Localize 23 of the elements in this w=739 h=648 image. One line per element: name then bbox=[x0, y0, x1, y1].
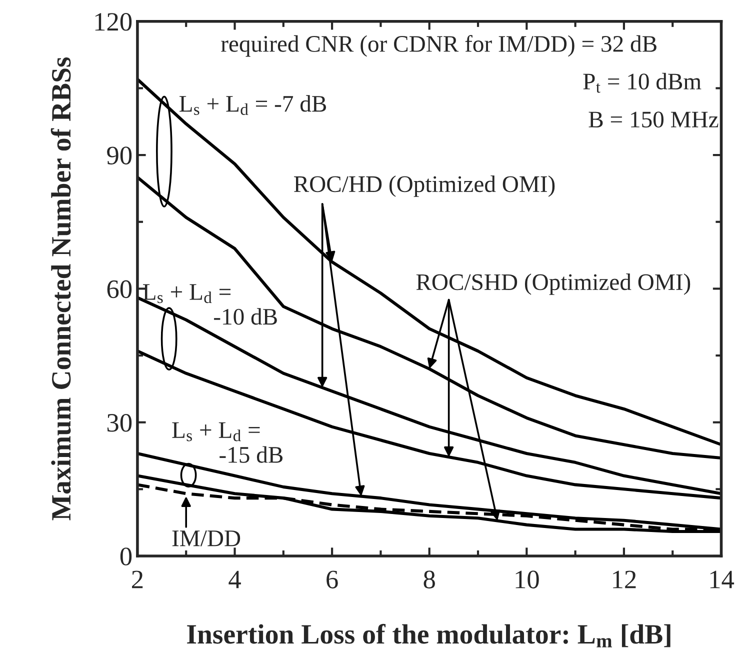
x-tick-label: 4 bbox=[228, 570, 241, 588]
x-tick-label: 8 bbox=[424, 570, 435, 588]
y-tick-label: 60 bbox=[107, 280, 132, 298]
annotation: ROC/SHD (Optimized OMI) bbox=[416, 274, 690, 295]
x-tick-label: 12 bbox=[613, 570, 636, 588]
y-tick-label: 0 bbox=[120, 548, 132, 566]
annotation: required CNR (or CDNR for IM/DD) = 32 dB bbox=[221, 35, 656, 57]
annotation: IM/DD bbox=[172, 530, 240, 546]
annotation: ROC/HD (Optimized OMI) bbox=[294, 176, 555, 197]
x-tick-label: 2 bbox=[132, 570, 143, 588]
y-tick-label: 120 bbox=[95, 12, 132, 31]
annotation: L$_{s}$ + L$_{d}$ = -7 dB bbox=[179, 95, 326, 115]
x-tick-label: 6 bbox=[326, 570, 338, 588]
x-tick-label: 14 bbox=[710, 570, 734, 588]
annotation: P$_{t}$ = 10 dBm bbox=[583, 72, 702, 93]
annotation: L$_{s}$ + L$_{d}$ = -10 dB bbox=[143, 284, 277, 325]
x-tick-label: 10 bbox=[516, 570, 539, 588]
y-axis-title: Maximum Connected Number of RBSs bbox=[50, 57, 71, 520]
x-axis-title: Insertion Loss of the modulator: L$_{m}$ [dB] bbox=[187, 624, 670, 648]
y-tick-label: 30 bbox=[107, 414, 132, 432]
y-tick-label: 90 bbox=[107, 146, 132, 164]
annotation: B = 150 MHz bbox=[588, 112, 718, 128]
annotation: L$_{s}$ + L$_{d}$ = -15 dB bbox=[172, 422, 283, 463]
